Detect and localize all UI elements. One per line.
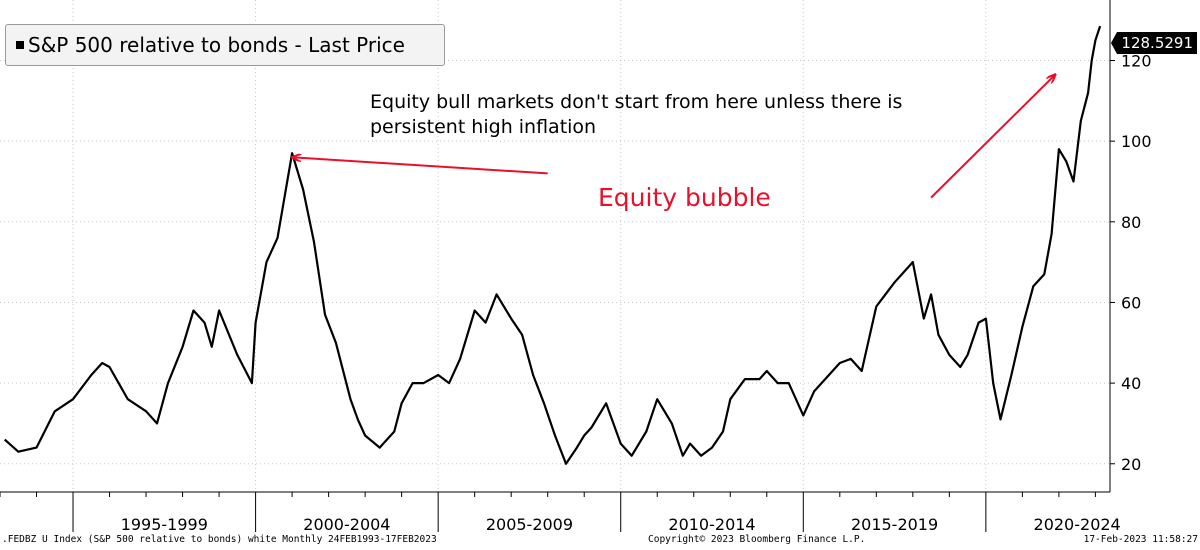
footer-timestamp: 17-Feb-2023 11:58:27 xyxy=(1083,534,1198,545)
y-tick-label: 20 xyxy=(1121,455,1141,474)
inflation-note: Equity bull markets don't start from her… xyxy=(370,91,903,138)
series-layer xyxy=(3,25,1102,465)
axis-layer: 20 40 60 80 100 120 1995-1999 2000-2004 2005-200… xyxy=(0,0,1152,534)
x-period-label: 2020-2024 xyxy=(1034,515,1121,534)
annotation-arrows xyxy=(292,75,1055,199)
grid-layer xyxy=(0,0,1110,492)
y-tick-label: 80 xyxy=(1121,213,1141,232)
inflation-arrow xyxy=(930,75,1055,199)
legend-swatch xyxy=(16,41,24,49)
x-period-label: 2000-2004 xyxy=(303,515,390,534)
y-tick-label: 40 xyxy=(1121,374,1141,393)
y-tick-label: 60 xyxy=(1121,293,1141,312)
x-period-label: 1995-1999 xyxy=(121,515,208,534)
legend-label: S&P 500 relative to bonds - Last Price xyxy=(28,33,405,57)
x-period-label: 2015-2019 xyxy=(851,515,938,534)
x-period-label: 2005-2009 xyxy=(486,515,573,534)
last-price-pointer xyxy=(1111,32,1117,54)
bubble-arrow xyxy=(292,157,548,175)
footer-index-info: .FEDBZ U Index (S&P 500 relative to bond… xyxy=(2,534,437,545)
y-tick-label: 100 xyxy=(1121,132,1152,151)
footer-copyright: Copyright© 2023 Bloomberg Finance L.P. xyxy=(648,534,866,545)
equity-bubble-label: Equity bubble xyxy=(598,183,771,212)
legend: S&P 500 relative to bonds - Last Price xyxy=(5,24,445,66)
x-period-label: 2010-2014 xyxy=(668,515,755,534)
last-price-tag: 128.5291 xyxy=(1117,32,1197,54)
y-tick-label: 120 xyxy=(1121,51,1152,70)
series-line xyxy=(3,25,1102,465)
